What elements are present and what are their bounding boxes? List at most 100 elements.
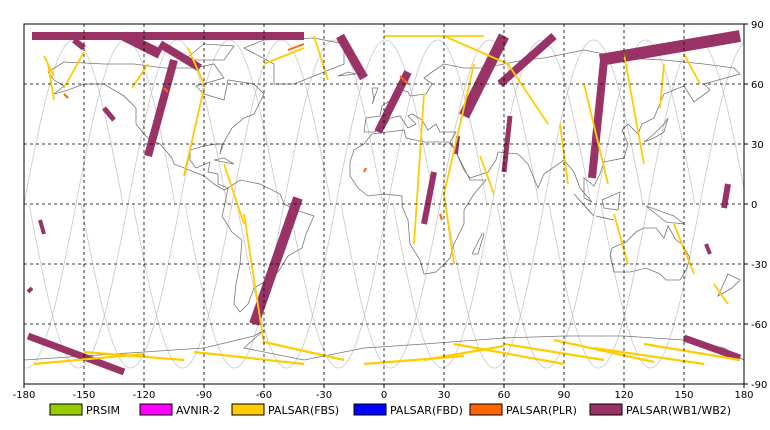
y-tick-label: 0 — [751, 200, 757, 211]
legend-swatch — [139, 403, 173, 416]
palsar-fbs-swath — [713, 283, 729, 305]
legend-swatch — [49, 403, 83, 416]
palsar-fbs-swath — [553, 338, 655, 364]
orbit-track-line — [288, 39, 488, 369]
x-tick-label: 90 — [558, 390, 571, 401]
palsar-fbs-swath — [443, 35, 509, 65]
coastline — [643, 117, 669, 143]
y-tick-label: -60 — [751, 320, 767, 331]
palsar-fbs-swath — [183, 87, 205, 177]
coastline — [183, 43, 235, 61]
coastline — [24, 329, 744, 361]
palsar-fbs-swath — [503, 342, 605, 362]
palsar-fbs-swath — [659, 63, 665, 109]
palsar-fbs-swath — [583, 83, 609, 185]
palsar-fbs-swath — [593, 346, 705, 366]
y-tick-label: 30 — [751, 140, 764, 151]
x-tick-label: -180 — [13, 390, 36, 401]
x-tick-label: 150 — [674, 390, 693, 401]
palsar-wb-swath — [26, 286, 34, 294]
palsar-fbs-swath — [363, 354, 465, 366]
palsar-plr-swath — [163, 87, 169, 93]
y-tick-label: -30 — [751, 260, 767, 271]
palsar-fbs-swath — [443, 193, 455, 265]
x-tick-label: 60 — [498, 390, 511, 401]
y-tick-label: 60 — [751, 80, 764, 91]
palsar-wb-swath — [421, 171, 437, 225]
legend: PRSIM AVNIR-2 PALSAR(FBS) PALSAR(FBD) PALSAR… — [49, 403, 731, 417]
x-tick-label: -90 — [196, 390, 212, 401]
coastline — [337, 71, 357, 77]
legend-label: PALSAR(WB1/WB2) — [626, 404, 731, 417]
legend-label: PALSAR(FBS) — [268, 404, 339, 417]
y-tick-label: -90 — [751, 380, 767, 391]
palsar-wb-swath — [374, 70, 412, 134]
palsar-fbs-swaths — [33, 35, 741, 366]
x-tick-label: -60 — [256, 390, 272, 401]
y-tick-label: 90 — [751, 20, 764, 31]
palsar-wb-swath — [26, 332, 126, 376]
legend-swatch — [469, 403, 503, 416]
palsar-wb-swath — [454, 135, 460, 155]
coastline — [363, 49, 741, 203]
coastline — [47, 61, 265, 191]
palsar-fbs-swath — [47, 63, 55, 101]
palsar-wb-swath — [336, 33, 368, 81]
orbit-track-line — [132, 39, 332, 369]
x-tick-label: 30 — [438, 390, 451, 401]
coastline — [371, 87, 379, 105]
coastline — [573, 193, 595, 217]
orbit-track-line — [24, 39, 176, 369]
palsar-fbs-swath — [559, 123, 569, 185]
palsar-fbs-swath — [623, 53, 645, 165]
x-tick-label: -120 — [133, 390, 156, 401]
coastline — [213, 157, 235, 165]
axis-ticks: -180 -150 -120 -90 -60 -30 0 30 60 90 120 150 180 90 6… — [13, 20, 768, 401]
palsar-fbs-swath — [187, 47, 205, 85]
palsar-fbs-swath — [413, 93, 425, 245]
map-gridlines — [24, 24, 744, 384]
palsar-fbs-swath — [83, 350, 185, 362]
palsar-wb-swath — [704, 243, 712, 255]
palsar-plr-swath — [399, 75, 409, 85]
legend-label: AVNIR-2 — [176, 404, 220, 417]
palsar-wb-swath — [721, 183, 731, 209]
x-tick-label: -30 — [316, 390, 332, 401]
x-tick-label: -150 — [73, 390, 96, 401]
palsar-plr-swath — [439, 213, 443, 221]
x-tick-label: 120 — [614, 390, 633, 401]
palsar-fbs-swath — [683, 53, 701, 85]
palsar-wb-swath — [102, 106, 116, 122]
palsar-fbs-swath — [223, 163, 245, 225]
palsar-fbs-swath — [423, 344, 505, 362]
palsar-wb-swath — [682, 334, 742, 362]
palsar-wb-swath — [121, 31, 163, 59]
palsar-plr-swath — [63, 93, 69, 99]
palsar-plr-swath — [363, 167, 367, 173]
palsar-wb-swath — [72, 37, 86, 51]
palsar-wb-swath — [249, 196, 303, 326]
palsar-wb-swath — [598, 30, 742, 66]
palsar-wb-swath — [38, 219, 46, 235]
legend-swatch — [231, 403, 265, 416]
palsar-fbs-swath — [263, 340, 345, 362]
palsar-fbs-swath — [193, 350, 305, 366]
palsar-fbs-swath — [479, 155, 495, 195]
coastline — [609, 225, 691, 281]
palsar-fbs-swath — [263, 47, 305, 65]
coastline — [601, 191, 621, 211]
palsar-fbs-swath — [313, 35, 329, 81]
coastline — [471, 233, 485, 255]
orbit-track-line — [24, 39, 124, 207]
x-tick-label: 180 — [734, 390, 753, 401]
palsar-fbs-swath — [613, 213, 629, 265]
legend-label: PALSAR(FBD) — [390, 404, 463, 417]
coastline — [717, 273, 741, 297]
palsar-plr-swath — [287, 43, 305, 51]
palsar-wb-swaths — [26, 30, 742, 376]
legend-label: PRSIM — [86, 404, 120, 417]
palsar-fbs-swath — [453, 342, 565, 366]
palsar-fbs-swath — [243, 213, 265, 345]
coastline — [595, 215, 615, 221]
